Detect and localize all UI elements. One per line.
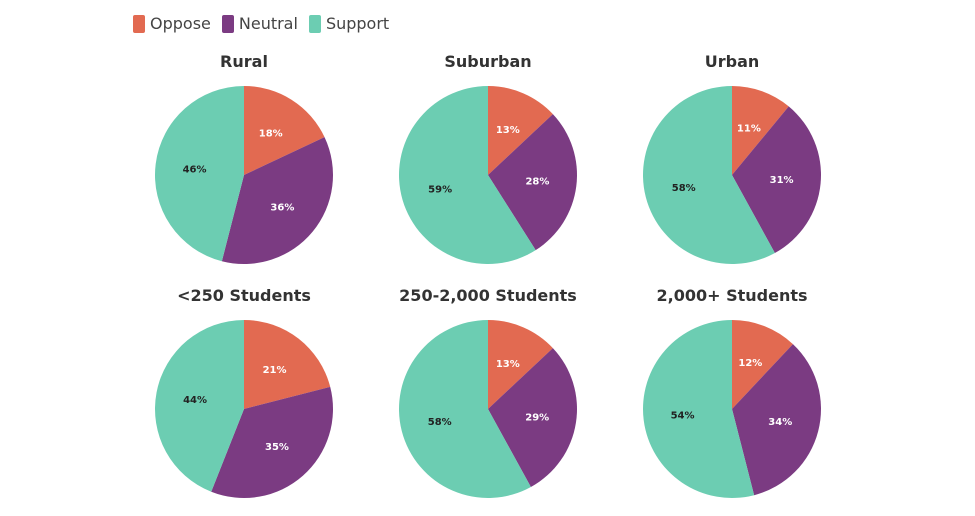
- pie-title: 2,000+ Students: [656, 286, 807, 305]
- pie-slice-support: [398, 320, 531, 498]
- pie-title: 250-2,000 Students: [399, 286, 577, 305]
- data-label-oppose: 12%: [738, 358, 762, 369]
- data-label-support: 59%: [428, 184, 452, 195]
- data-label-neutral: 31%: [770, 175, 794, 186]
- pie-2-000-students: 2,000+ Students 12% 34% 54%: [643, 286, 821, 498]
- data-label-neutral: 35%: [265, 442, 289, 453]
- data-label-neutral: 28%: [525, 177, 549, 188]
- legend-item-support: Support: [308, 14, 390, 33]
- pie-title: Rural: [220, 52, 268, 71]
- legend-label-oppose: Oppose: [150, 14, 211, 33]
- pie-slice-support: [154, 320, 244, 492]
- data-label-support: 44%: [183, 395, 207, 406]
- pie-title: <250 Students: [177, 286, 311, 305]
- legend-item-oppose: Oppose: [133, 14, 211, 33]
- pie-rural: Rural 18% 36% 46%: [155, 52, 333, 264]
- legend-label-support: Support: [325, 14, 390, 33]
- pie-slice-support: [155, 86, 244, 262]
- pie-slice-neutral: [732, 344, 821, 496]
- data-label-neutral: 36%: [270, 202, 294, 213]
- pie-slice-oppose: [732, 320, 793, 409]
- pie-title: Urban: [705, 52, 760, 71]
- legend-item-neutral: Neutral: [221, 14, 298, 33]
- pie-slice-support: [399, 86, 536, 264]
- pie-slice-oppose: [488, 320, 553, 409]
- data-label-support: 46%: [183, 164, 207, 175]
- data-label-support: 58%: [428, 417, 452, 428]
- pie-250-students: <250 Students 21% 35% 44%: [154, 286, 333, 499]
- pie-slice-oppose: [244, 86, 325, 175]
- data-label-oppose: 13%: [496, 359, 520, 370]
- pie-slice-oppose: [488, 86, 553, 175]
- pie-urban: Urban 11% 31% 58%: [643, 52, 821, 265]
- pie-slice-oppose: [244, 320, 331, 409]
- data-label-oppose: 11%: [737, 124, 761, 135]
- pie-250-2-000-students: 250-2,000 Students 13% 29% 58%: [398, 286, 578, 498]
- data-label-support: 54%: [671, 411, 695, 422]
- data-label-oppose: 21%: [263, 365, 287, 376]
- legend-label-neutral: Neutral: [238, 14, 298, 33]
- pie-slice-neutral: [221, 137, 333, 264]
- pie-slice-neutral: [211, 386, 333, 499]
- pie-slice-neutral: [488, 114, 577, 251]
- legend: Oppose Neutral Support: [133, 14, 400, 33]
- data-label-neutral: 34%: [768, 417, 792, 428]
- data-label-oppose: 13%: [496, 125, 520, 136]
- pie-suburban: Suburban 13% 28% 59%: [399, 52, 577, 264]
- pie-slice-neutral: [488, 348, 578, 487]
- legend-swatch-neutral: [221, 14, 234, 33]
- pie-slice-support: [643, 320, 755, 498]
- pie-slice-neutral: [732, 106, 821, 253]
- legend-swatch-oppose: [133, 14, 145, 33]
- pie-slice-support: [643, 86, 775, 265]
- pie-title: Suburban: [444, 52, 531, 71]
- data-label-support: 58%: [672, 183, 696, 194]
- data-label-neutral: 29%: [525, 412, 549, 423]
- legend-swatch-support: [308, 14, 321, 33]
- data-label-oppose: 18%: [259, 128, 283, 139]
- pie-slice-oppose: [732, 86, 789, 175]
